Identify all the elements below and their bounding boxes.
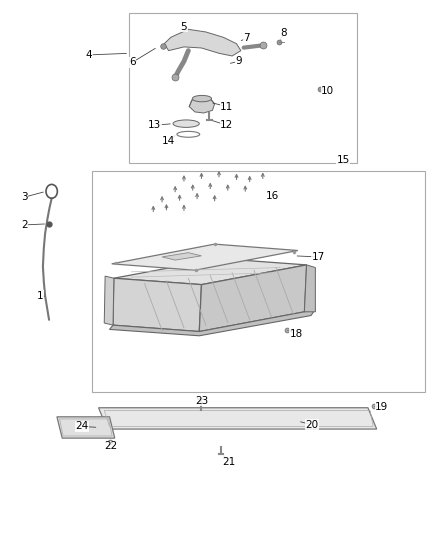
Text: 2: 2 [21,220,28,230]
Text: 20: 20 [305,420,318,430]
Polygon shape [99,408,377,429]
Polygon shape [110,309,315,336]
Ellipse shape [192,95,212,102]
Text: 5: 5 [180,22,187,31]
Polygon shape [112,244,298,270]
Polygon shape [199,265,307,332]
Text: 3: 3 [21,192,28,202]
Text: 17: 17 [311,252,325,262]
Text: 10: 10 [321,86,334,95]
Polygon shape [57,417,115,438]
Text: 19: 19 [375,402,389,411]
Text: 9: 9 [235,56,242,66]
Ellipse shape [173,120,199,127]
Text: 21: 21 [223,457,236,466]
Polygon shape [164,29,241,56]
Polygon shape [189,97,215,113]
Text: 12: 12 [220,120,233,130]
Text: 7: 7 [243,34,250,43]
Text: 18: 18 [290,329,303,338]
Bar [92,171,425,392]
Text: 11: 11 [220,102,233,111]
Polygon shape [114,259,307,285]
Text: 1: 1 [37,291,44,301]
Text: 15: 15 [336,155,350,165]
Text: 22: 22 [104,441,117,451]
Text: 23: 23 [195,396,208,406]
Polygon shape [104,276,114,325]
Polygon shape [304,265,315,312]
Text: 13: 13 [148,120,161,130]
Text: 6: 6 [129,58,136,67]
Text: 4: 4 [85,50,92,60]
Polygon shape [162,253,201,260]
Bar [129,13,357,163]
FancyArrowPatch shape [244,46,260,47]
Text: 24: 24 [76,422,89,431]
Polygon shape [113,278,201,332]
Text: 8: 8 [280,28,287,38]
Text: 16: 16 [266,191,279,200]
Text: 14: 14 [162,136,175,146]
